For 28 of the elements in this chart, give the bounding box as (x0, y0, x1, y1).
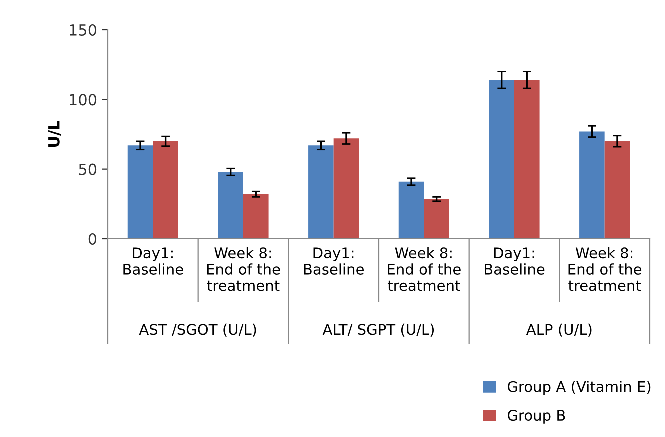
legend-label: Group A (Vitamin E) (508, 381, 651, 396)
bar (424, 199, 450, 239)
y-tick-label: 100 (70, 94, 97, 106)
bar (128, 146, 154, 239)
bar (153, 141, 178, 239)
text: AST /SGOT (U/L) (139, 324, 256, 337)
text: ALP (U/L) (526, 324, 592, 337)
x-tick-label: Day1: Baseline (304, 248, 364, 275)
y-tick-label: 50 (79, 164, 97, 176)
x-tick-label: Week 8: End of the treatment (207, 247, 280, 292)
text: ALT/ SGPT (U/L) (322, 324, 434, 337)
y-tick-label: 150 (70, 24, 97, 36)
x-tick-label: Day1: Baseline (124, 248, 184, 275)
bar (218, 172, 244, 239)
y-tick-label: 0 (88, 233, 97, 246)
bar (604, 141, 630, 239)
bar (489, 80, 514, 239)
y-axis-title: U/L (48, 121, 62, 147)
x-tick-label: Week 8: End of the treatment (388, 247, 461, 292)
legend-label: Group B (508, 410, 566, 424)
bar (244, 194, 269, 239)
bar (308, 146, 334, 239)
bar (514, 80, 540, 239)
bar (334, 138, 360, 239)
bar (580, 132, 605, 239)
x-tick-label: Week 8: End of the treatment (568, 247, 642, 292)
bar (398, 182, 424, 239)
x-tick-label: Day1: Baseline (485, 248, 545, 275)
